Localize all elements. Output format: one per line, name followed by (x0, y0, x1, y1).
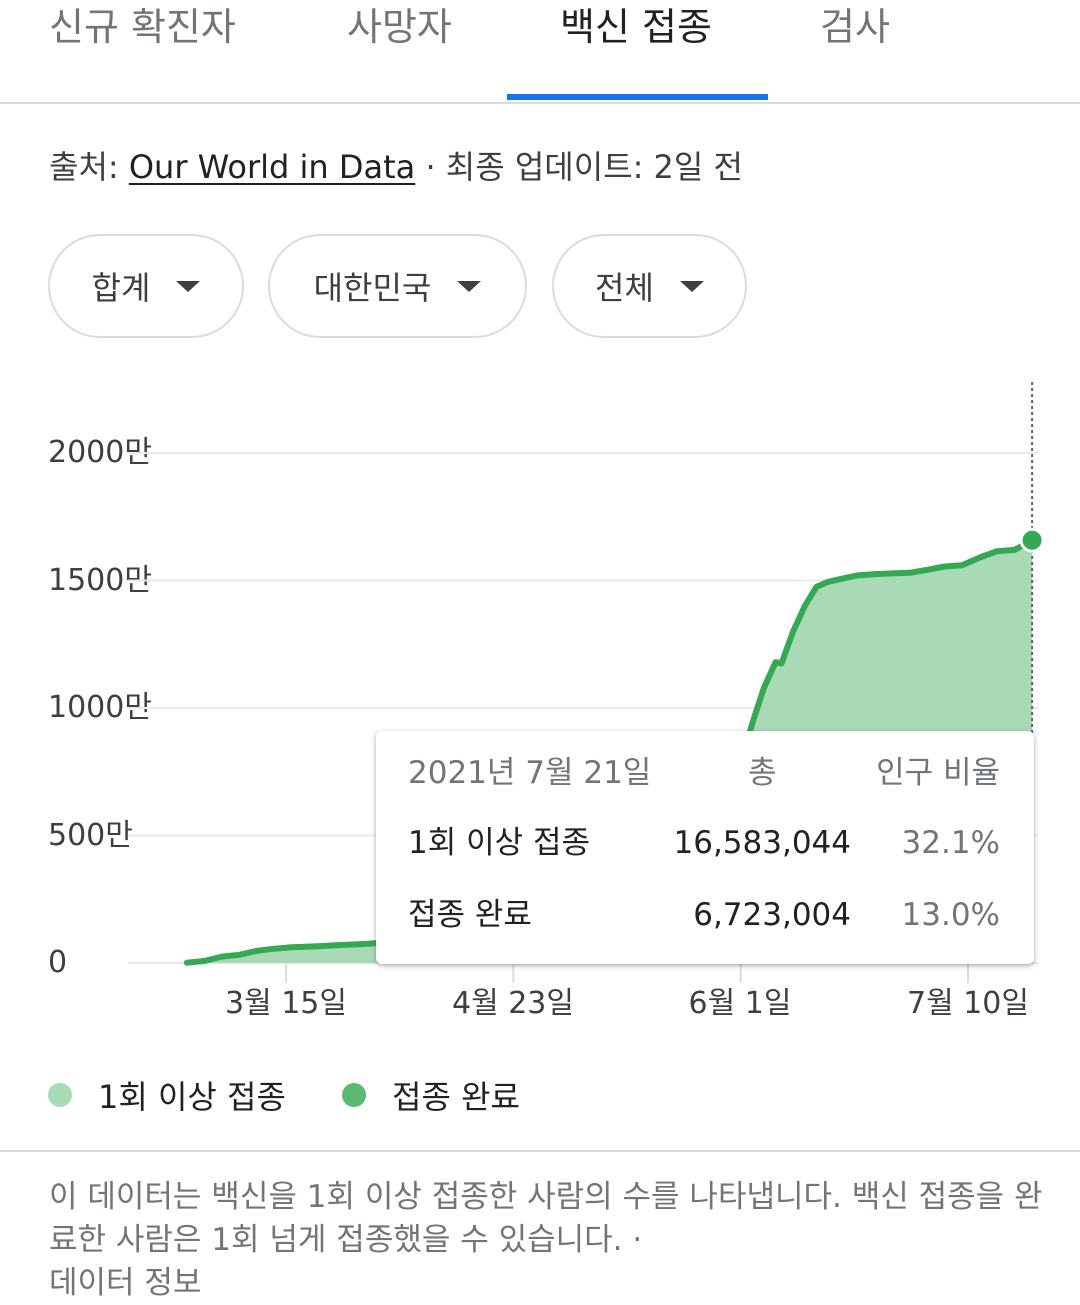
legend-item-fully-vaccinated[interactable]: 접종 완료 (342, 1072, 520, 1118)
source-line: 출처: Our World in Data · 최종 업데이트: 2일 전 (49, 142, 743, 192)
y-tick-label: 0 (48, 945, 68, 980)
tooltip-col-total: 총 (748, 755, 777, 791)
dropdown-caret-icon (176, 280, 201, 292)
tooltip-row-total: 6,723,004 (693, 897, 851, 933)
dropdown-caret-icon (457, 280, 482, 292)
filter-country-dropdown[interactable]: 대한민국 (268, 234, 527, 338)
data-note-text: 이 데이터는 백신을 1회 이상 접종한 사람의 수를 나타냅니다. 백신 접종… (49, 1179, 1043, 1258)
tab-bar: 신규 확진자 사망자 백신 접종 검사 (0, 0, 1080, 104)
tooltip-row-ratio: 13.0% (901, 897, 1000, 933)
x-tick-label: 6월 1일 (688, 986, 792, 1021)
tab-new-cases[interactable]: 신규 확진자 (49, 5, 236, 49)
legend-swatch-icon (48, 1083, 72, 1107)
source-prefix: 출처: (49, 148, 129, 186)
x-tick-label: 4월 23일 (452, 986, 574, 1021)
tooltip-row-ratio: 32.1% (901, 825, 1000, 861)
source-link[interactable]: Our World in Data (128, 148, 416, 186)
last-updated: · 최종 업데이트: 2일 전 (415, 148, 743, 186)
filter-total-dropdown[interactable]: 합계 (48, 234, 244, 338)
x-axis-ticks (285, 963, 969, 983)
active-tab-indicator (507, 94, 768, 100)
tooltip-row-label: 1회 이상 접종 (408, 825, 591, 861)
divider (0, 1150, 1080, 1152)
y-tick-label: 500만 (48, 818, 133, 853)
tooltip-row-label: 접종 완료 (408, 897, 532, 933)
legend-label: 접종 완료 (392, 1078, 520, 1116)
data-note: 이 데이터는 백신을 1회 이상 접종한 사람의 수를 나타냅니다. 백신 접종… (49, 1176, 1049, 1305)
tab-tests[interactable]: 검사 (820, 5, 890, 49)
tooltip-col-ratio: 인구 비율 (876, 755, 1000, 791)
chart-tooltip: 2021년 7월 21일 총 인구 비율 1회 이상 접종 16,583,044… (376, 731, 1034, 964)
tab-deaths[interactable]: 사망자 (347, 5, 452, 49)
filter-dose-label: 전체 (595, 269, 654, 307)
tooltip-row-total: 16,583,044 (673, 825, 852, 861)
tab-vaccinations[interactable]: 백신 접종 (560, 5, 712, 49)
x-tick-label: 7월 10일 (907, 986, 1029, 1021)
legend-swatch-icon (342, 1083, 366, 1107)
data-info-link[interactable]: 데이터 정보 (49, 1265, 202, 1301)
hover-point (1019, 527, 1045, 553)
filter-dose-dropdown[interactable]: 전체 (552, 234, 747, 338)
x-tick-label: 3월 15일 (225, 986, 347, 1021)
legend-label: 1회 이상 접종 (98, 1078, 286, 1116)
tooltip-date: 2021년 7월 21일 (408, 755, 652, 791)
dropdown-caret-icon (679, 280, 704, 292)
filter-country-label: 대한민국 (313, 269, 432, 307)
legend-item-first-dose[interactable]: 1회 이상 접종 (48, 1072, 286, 1118)
filter-total-label: 합계 (91, 269, 151, 307)
